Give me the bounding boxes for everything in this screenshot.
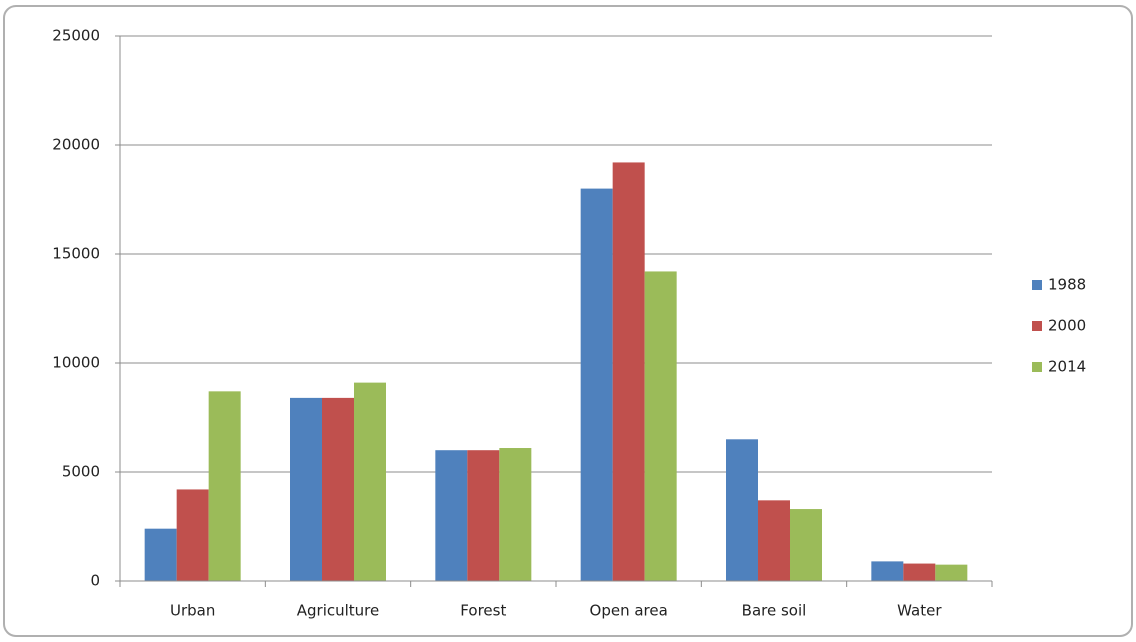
bar — [467, 450, 500, 581]
bar — [499, 448, 532, 581]
legend-label: 2014 — [1048, 358, 1086, 376]
legend-label: 2000 — [1048, 317, 1086, 335]
y-tick-label: 0 — [90, 572, 100, 590]
bar — [612, 162, 645, 581]
bar — [322, 397, 354, 581]
y-tick-label: 10000 — [52, 354, 100, 372]
bar — [208, 391, 241, 581]
bar — [758, 500, 790, 581]
bar — [354, 382, 386, 581]
bar — [871, 561, 904, 581]
bar — [790, 509, 822, 581]
x-tick-label: Bare soil — [742, 602, 807, 620]
bar — [580, 188, 613, 581]
x-tick-label: Urban — [170, 602, 215, 620]
x-tick-label: Water — [897, 602, 942, 620]
y-tick-label: 20000 — [52, 136, 100, 154]
x-tick-label: Forest — [460, 602, 506, 620]
chart-frame — [3, 5, 1133, 637]
legend-label: 1988 — [1048, 276, 1086, 294]
bar — [176, 489, 209, 581]
x-tick-label: Open area — [590, 602, 668, 620]
legend-swatch — [1032, 362, 1042, 372]
y-tick-label: 5000 — [62, 463, 100, 481]
bar — [144, 528, 177, 581]
bar — [435, 450, 468, 581]
bar — [290, 397, 322, 581]
bar — [903, 563, 936, 581]
x-tick-label: Agriculture — [297, 602, 380, 620]
legend-swatch — [1032, 321, 1042, 331]
y-tick-label: 15000 — [52, 245, 100, 263]
bar — [726, 439, 758, 581]
legend-swatch — [1032, 280, 1042, 290]
y-tick-label: 25000 — [52, 27, 100, 45]
bar — [644, 271, 677, 581]
bar — [935, 564, 968, 581]
